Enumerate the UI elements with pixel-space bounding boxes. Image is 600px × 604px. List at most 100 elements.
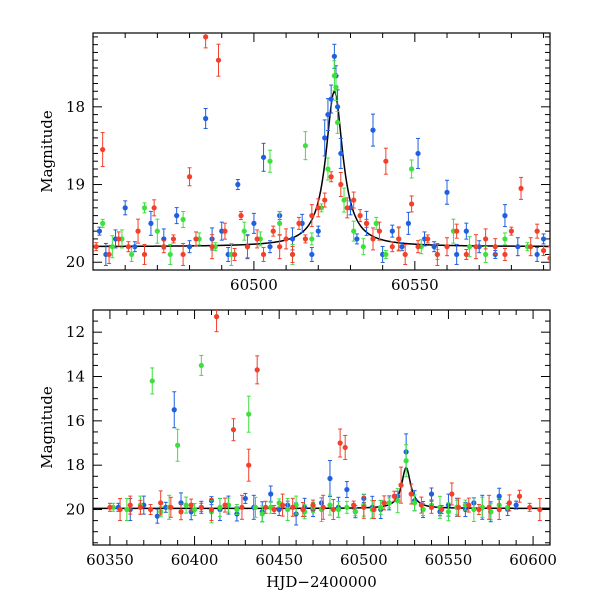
- data-point: [277, 220, 283, 226]
- data-point: [445, 509, 452, 515]
- y-tick-label: 12: [66, 323, 85, 341]
- data-point: [296, 220, 302, 226]
- data-point: [363, 220, 370, 226]
- data-point: [334, 104, 341, 110]
- data-point: [389, 228, 395, 234]
- data-point: [411, 500, 418, 506]
- data-point: [310, 502, 316, 508]
- data-point: [463, 251, 469, 258]
- y-axis-label: Magnitude: [38, 110, 56, 193]
- data-point: [168, 504, 174, 510]
- data-point: [483, 236, 489, 242]
- data-point: [396, 236, 402, 242]
- data-point: [100, 220, 106, 226]
- data-point: [405, 220, 411, 226]
- data-point: [244, 244, 251, 250]
- data-point: [154, 513, 160, 519]
- data-point: [203, 34, 209, 40]
- data-point: [370, 236, 376, 242]
- y-tick-label: 14: [66, 368, 85, 386]
- data-point: [309, 213, 315, 219]
- data-point: [513, 502, 519, 508]
- data-point: [342, 444, 348, 451]
- data-point: [208, 506, 215, 513]
- data-point: [335, 506, 342, 513]
- data-point: [540, 247, 547, 254]
- data-point: [193, 236, 199, 242]
- data-point: [178, 509, 184, 515]
- data-point: [508, 228, 514, 234]
- data-point: [129, 251, 135, 258]
- data-point: [434, 251, 440, 258]
- data-point: [334, 119, 341, 125]
- data-point: [174, 213, 180, 219]
- data-point: [167, 251, 173, 258]
- data-point: [378, 504, 384, 510]
- x-tick-label: 60550: [391, 276, 439, 294]
- data-point: [271, 506, 277, 513]
- data-point: [183, 502, 189, 508]
- data-point: [320, 504, 326, 510]
- data-point: [341, 197, 347, 203]
- data-point: [127, 502, 133, 508]
- data-point: [361, 504, 367, 510]
- data-point: [268, 491, 274, 497]
- data-point: [147, 506, 154, 513]
- data-point: [515, 244, 521, 250]
- data-point: [309, 251, 315, 258]
- data-point: [315, 205, 321, 211]
- data-point: [370, 127, 376, 133]
- data-point: [252, 504, 259, 510]
- data-point: [246, 462, 252, 468]
- data-point: [161, 244, 167, 250]
- data-point: [322, 197, 328, 203]
- data-point: [344, 486, 350, 493]
- data-point: [496, 506, 502, 513]
- data-point: [344, 504, 350, 510]
- data-point: [352, 509, 358, 515]
- data-point: [534, 251, 540, 258]
- data-point: [338, 150, 344, 157]
- data-point: [415, 150, 421, 157]
- data-point: [395, 498, 401, 504]
- data-point: [234, 506, 240, 513]
- data-point: [327, 475, 333, 482]
- data-point: [331, 53, 337, 59]
- data-point: [547, 255, 550, 261]
- data-point: [116, 236, 122, 242]
- data-layer: [93, 310, 550, 526]
- data-point: [496, 493, 502, 499]
- x-tick-label: 60350: [86, 551, 134, 569]
- data-point: [251, 220, 257, 226]
- data-point: [215, 57, 222, 63]
- data-point: [456, 504, 462, 510]
- data-point: [330, 506, 336, 513]
- y-tick-label: 20: [66, 501, 85, 519]
- data-layer: [93, 33, 550, 270]
- x-tick-label: 60600: [509, 551, 557, 569]
- data-point: [351, 228, 357, 234]
- data-point: [502, 213, 508, 219]
- data-point: [141, 205, 148, 211]
- data-point: [125, 244, 132, 250]
- data-point: [502, 251, 508, 258]
- data-point: [132, 244, 138, 250]
- data-point: [186, 174, 193, 180]
- x-tick-label: 60400: [171, 551, 219, 569]
- data-point: [254, 367, 260, 373]
- data-point: [209, 244, 215, 250]
- data-point: [260, 154, 267, 160]
- data-point: [180, 216, 186, 223]
- data-point: [124, 506, 130, 513]
- data-point: [191, 506, 198, 513]
- data-point: [203, 115, 209, 122]
- data-point: [351, 197, 357, 203]
- data-point: [371, 506, 377, 513]
- data-point: [100, 146, 106, 153]
- plot-frame: [92, 309, 551, 546]
- data-point: [107, 504, 113, 510]
- data-point: [381, 500, 387, 506]
- data-point: [534, 228, 540, 234]
- data-point: [230, 427, 237, 433]
